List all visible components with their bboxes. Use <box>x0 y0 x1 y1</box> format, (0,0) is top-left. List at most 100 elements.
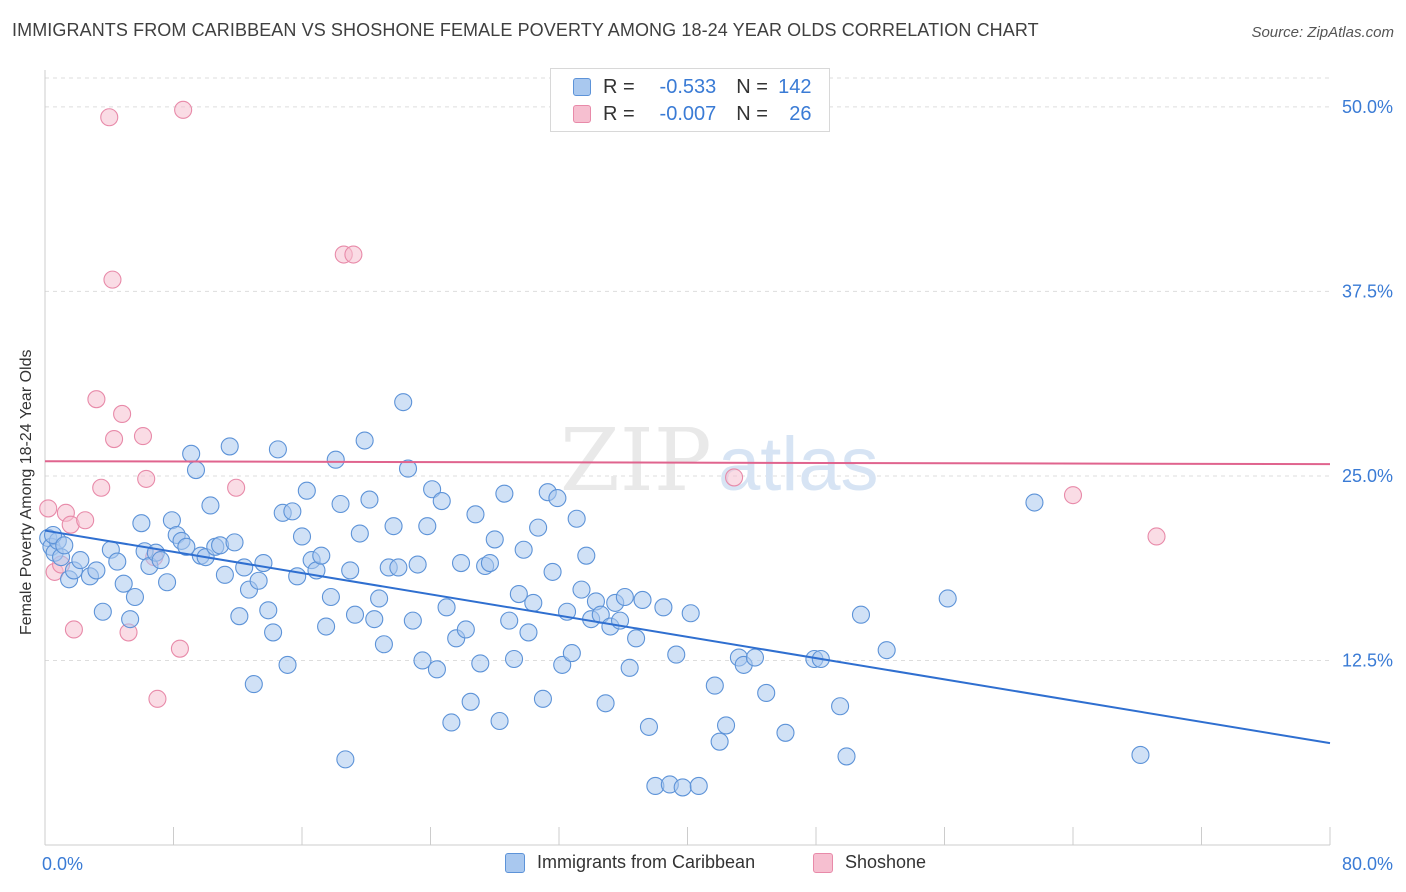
caribbean-point-59 <box>331 494 350 514</box>
caribbean-point-36 <box>220 437 239 456</box>
legend-r-value: -0.533 <box>659 75 717 98</box>
legend-swatch-shoshone <box>573 105 591 123</box>
caribbean-point-80 <box>432 491 451 511</box>
caribbean-point-56 <box>317 617 336 636</box>
shoshone-point-25 <box>1147 527 1166 546</box>
caribbean-point-15 <box>114 574 133 593</box>
caribbean-point-49 <box>283 502 302 521</box>
caribbean-point-73 <box>398 459 418 478</box>
caribbean-point-93 <box>495 484 514 503</box>
caribbean-point-98 <box>519 623 538 642</box>
legend-item-shoshone[interactable]: Shoshone <box>813 852 926 873</box>
caribbean-point-91 <box>485 530 504 549</box>
caribbean-point-9 <box>71 551 90 570</box>
caribbean-point-114 <box>596 694 615 713</box>
legend-swatch-caribbean <box>573 78 591 96</box>
caribbean-point-86 <box>461 692 480 711</box>
caribbean-point-143 <box>877 641 896 660</box>
caribbean-point-128 <box>681 604 700 623</box>
caribbean-point-28 <box>182 444 201 463</box>
caribbean-point-66 <box>365 610 384 629</box>
source-note: Source: ZipAtlas.com <box>1251 24 1394 41</box>
shoshone-point-5 <box>64 620 83 639</box>
legend-n-label: N = <box>736 102 768 125</box>
caribbean-point-103 <box>543 562 562 581</box>
caribbean-point-12 <box>93 602 112 621</box>
legend-item-caribbean[interactable]: Immigrants from Caribbean <box>505 852 755 873</box>
caribbean-point-78 <box>423 480 442 499</box>
caribbean-point-88 <box>471 654 490 673</box>
shoshone-point-9 <box>100 108 119 127</box>
trend-line-shoshone <box>44 460 1331 466</box>
caribbean-point-124 <box>654 598 673 617</box>
caribbean-point-81 <box>437 598 456 617</box>
caribbean-point-75 <box>408 555 427 574</box>
caribbean-point-90 <box>480 553 499 573</box>
shoshone-point-24 <box>1063 486 1083 505</box>
shoshone-point-17 <box>170 639 189 658</box>
legend-r-label: R = <box>603 102 635 125</box>
caribbean-point-44 <box>259 601 278 620</box>
caribbean-point-141 <box>837 747 856 766</box>
caribbean-point-61 <box>341 561 360 580</box>
caribbean-point-35 <box>215 565 234 584</box>
shoshone-point-23 <box>725 468 744 487</box>
legend-row-shoshone: R = -0.007 N = 26 <box>573 102 812 126</box>
caribbean-point-48 <box>278 655 297 674</box>
caribbean-point-119 <box>620 658 639 677</box>
caribbean-point-57 <box>321 587 340 607</box>
caribbean-point-104 <box>548 489 567 508</box>
caribbean-point-76 <box>413 651 432 670</box>
x-tick-label-min: 0.0% <box>42 854 83 874</box>
caribbean-point-96 <box>509 584 528 604</box>
caribbean-point-142 <box>851 605 871 624</box>
legend-n-label: N = <box>736 75 768 98</box>
caribbean-point-11 <box>87 561 106 580</box>
trend-lines <box>44 460 1331 745</box>
y-axis-label: Female Poverty Among 18-24 Year Olds <box>18 349 35 636</box>
caribbean-point-108 <box>567 509 586 528</box>
shoshone-point-7 <box>87 390 106 409</box>
legend-label-shoshone: Shoshone <box>845 852 927 872</box>
legend-label-caribbean: Immigrants from Caribbean <box>537 852 756 872</box>
caribbean-point-29 <box>186 460 206 480</box>
shoshone-point-0 <box>39 499 58 518</box>
shoshone-point-14 <box>137 469 156 488</box>
caribbean-point-107 <box>562 644 581 663</box>
caribbean-point-100 <box>529 518 548 537</box>
caribbean-point-99 <box>524 593 543 612</box>
caribbean-point-67 <box>370 589 389 608</box>
caribbean-point-79 <box>427 660 446 679</box>
stats-legend: R = -0.533 N = 142 R = -0.007 N = 26 <box>550 68 830 132</box>
legend-n-value: 26 <box>789 102 812 125</box>
caribbean-point-6 <box>55 536 74 555</box>
watermark-atlas: atlas <box>718 422 879 507</box>
caribbean-point-137 <box>776 723 795 742</box>
caribbean-point-82 <box>442 713 461 732</box>
caribbean-point-122 <box>639 717 659 736</box>
legend-r-label: R = <box>603 75 635 98</box>
caribbean-point-136 <box>757 683 776 703</box>
caribbean-point-146 <box>1131 745 1150 765</box>
caribbean-point-65 <box>360 490 379 509</box>
caribbean-point-60 <box>336 750 355 769</box>
caribbean-point-110 <box>577 546 596 565</box>
shoshone-point-11 <box>113 404 132 424</box>
caribbean-point-118 <box>615 587 634 607</box>
caribbean-point-121 <box>633 590 652 610</box>
caribbean-point-132 <box>716 716 736 735</box>
shoshone-point-8 <box>92 478 111 497</box>
caribbean-point-52 <box>297 481 316 500</box>
axes <box>44 70 1331 846</box>
caribbean-point-130 <box>705 676 724 695</box>
caribbean-point-77 <box>418 517 437 536</box>
caribbean-point-55 <box>312 546 331 565</box>
series-legend: Immigrants from Caribbean Shoshone <box>0 852 1406 878</box>
y-tick-label-3: 50.0% <box>1342 97 1393 117</box>
caribbean-point-18 <box>132 514 151 533</box>
caribbean-point-105 <box>553 655 572 674</box>
shoshone-point-13 <box>133 427 153 446</box>
caribbean-point-135 <box>745 648 765 667</box>
series-caribbean <box>39 393 1150 797</box>
